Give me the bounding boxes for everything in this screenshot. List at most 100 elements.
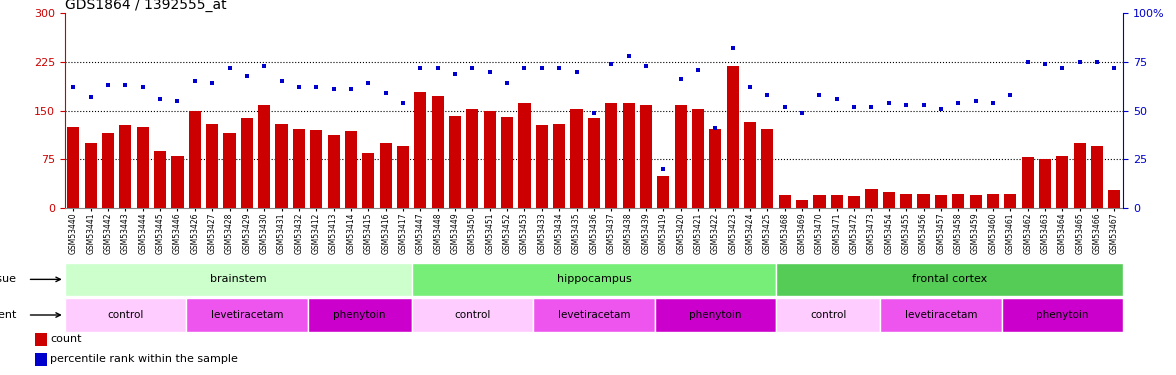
Point (775, 104, 794, 110)
Bar (588, 118, 600, 208)
Bar (1004, 194, 1016, 208)
Point (759, 92, 777, 98)
Bar (987, 194, 1000, 208)
Bar (776, 262, 1123, 296)
Bar (830, 195, 843, 208)
Bar (848, 196, 860, 208)
Bar (414, 92, 427, 208)
Point (828, 96, 847, 102)
Point (636, 63, 655, 69)
Point (654, 166, 673, 172)
Point (549, 65, 568, 71)
Point (1070, 59, 1089, 65)
Bar (866, 189, 877, 208)
Point (949, 100, 968, 106)
Point (202, 80, 221, 86)
Bar (501, 117, 513, 208)
Point (706, 125, 724, 131)
Bar (67, 127, 80, 208)
Point (325, 86, 343, 92)
Point (255, 63, 274, 69)
Point (689, 67, 708, 73)
Bar (969, 195, 982, 208)
Text: phenytoin: phenytoin (1036, 310, 1089, 320)
Point (497, 80, 516, 86)
Bar (1002, 298, 1123, 332)
Bar (622, 103, 635, 208)
Bar (880, 298, 1002, 332)
Point (1018, 59, 1037, 65)
Point (1105, 65, 1124, 71)
Bar (412, 298, 533, 332)
Point (238, 72, 256, 78)
Point (220, 65, 239, 71)
Bar (570, 110, 582, 208)
Bar (883, 192, 895, 208)
Bar (533, 298, 655, 332)
Bar (779, 195, 790, 208)
Bar (241, 118, 253, 208)
Point (133, 84, 152, 90)
Point (515, 65, 534, 71)
Bar (1022, 158, 1034, 208)
Bar (223, 134, 235, 208)
Text: hippocampus: hippocampus (556, 274, 632, 284)
Text: levetiracetam: levetiracetam (557, 310, 630, 320)
Text: tissue: tissue (0, 274, 18, 284)
Point (463, 65, 482, 71)
Text: control: control (107, 310, 143, 320)
Bar (259, 105, 270, 208)
Bar (293, 129, 305, 208)
Text: levetiracetam: levetiracetam (904, 310, 977, 320)
Point (931, 106, 950, 112)
Bar (553, 124, 566, 208)
Text: brainstem: brainstem (209, 274, 267, 284)
Point (1088, 59, 1107, 65)
Bar (154, 151, 166, 208)
Point (81, 94, 100, 100)
Bar (935, 195, 947, 208)
Bar (172, 156, 183, 208)
Point (914, 102, 933, 108)
Bar (35, 352, 47, 366)
Text: count: count (49, 334, 81, 344)
Text: phenytoin: phenytoin (689, 310, 742, 320)
Point (967, 98, 985, 104)
Text: GDS1864 / 1392555_at: GDS1864 / 1392555_at (65, 0, 226, 12)
Point (289, 84, 308, 90)
Bar (119, 125, 132, 208)
Point (394, 100, 413, 106)
Point (64, 84, 82, 90)
Bar (412, 262, 776, 296)
Point (376, 90, 395, 96)
Text: levetiracetam: levetiracetam (211, 310, 283, 320)
Bar (85, 143, 96, 208)
Bar (102, 134, 114, 208)
Bar (657, 176, 669, 208)
Bar (310, 130, 322, 208)
Bar (709, 129, 721, 208)
Point (567, 69, 586, 75)
Point (1001, 92, 1020, 98)
Point (168, 98, 187, 104)
Point (533, 65, 552, 71)
Point (620, 53, 639, 59)
Text: frontal cortex: frontal cortex (911, 274, 987, 284)
Bar (917, 194, 929, 208)
Bar (467, 110, 479, 208)
Point (862, 104, 881, 110)
Bar (796, 200, 808, 208)
Point (186, 78, 205, 84)
Bar (900, 194, 913, 208)
Point (307, 84, 326, 90)
Bar (35, 333, 47, 346)
Bar (953, 194, 964, 208)
Bar (345, 131, 358, 208)
Bar (65, 298, 186, 332)
Point (741, 84, 760, 90)
Bar (675, 105, 687, 208)
Point (359, 80, 377, 86)
Point (844, 104, 863, 110)
Point (446, 70, 465, 76)
Point (671, 76, 690, 82)
